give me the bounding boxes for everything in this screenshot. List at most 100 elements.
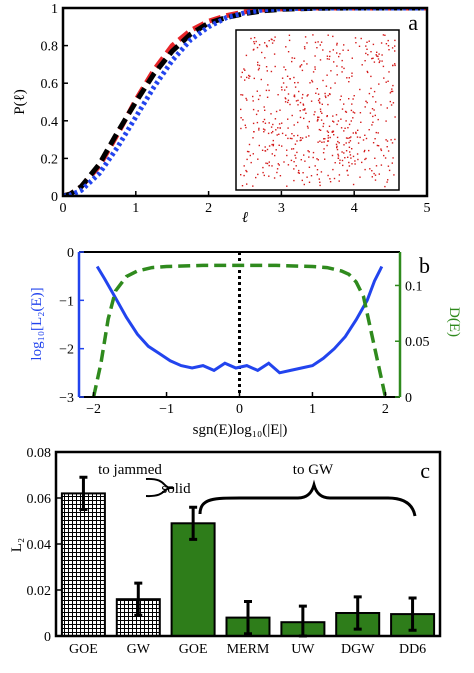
inset-dot xyxy=(265,89,268,92)
inset-dot xyxy=(348,98,350,100)
inset-dot xyxy=(348,141,350,144)
inset-dot xyxy=(328,93,331,95)
inset-dot xyxy=(332,49,334,51)
inset-dot xyxy=(384,185,386,188)
inset-dot xyxy=(368,92,371,95)
inset-dot xyxy=(268,175,270,177)
inset-dot xyxy=(240,117,242,119)
inset-dot xyxy=(333,121,335,123)
inset-dot xyxy=(391,88,393,90)
inset-dot xyxy=(250,37,252,40)
inset-dot xyxy=(303,117,305,120)
inset-dot xyxy=(243,68,245,70)
inset-dot xyxy=(293,179,295,182)
inset-dot xyxy=(353,95,355,97)
inset-dot xyxy=(319,44,321,46)
panel-a-ytick: 0.2 xyxy=(41,152,59,167)
inset-dot xyxy=(320,41,323,43)
inset-dot xyxy=(346,77,348,79)
inset-dot xyxy=(278,164,280,166)
inset-dot xyxy=(384,157,387,159)
inset-dot xyxy=(327,34,329,36)
inset-dot xyxy=(348,146,351,148)
inset-dot xyxy=(257,98,260,101)
inset-dot xyxy=(326,130,329,132)
inset-dot xyxy=(325,85,328,87)
inset-dot xyxy=(372,96,374,98)
inset-dot xyxy=(252,137,254,139)
inset-dot xyxy=(349,140,352,142)
inset-dot xyxy=(260,78,262,81)
inset-dot xyxy=(377,58,380,60)
inset-dot xyxy=(329,50,331,53)
inset-dot xyxy=(348,77,350,79)
annotation-to-gw: to GW xyxy=(293,462,334,478)
inset-dot xyxy=(263,131,265,133)
inset-dot xyxy=(378,83,380,85)
category-label: GW xyxy=(127,642,151,657)
inset-dot xyxy=(353,112,356,114)
inset-dot xyxy=(374,157,376,159)
inset-dot xyxy=(357,142,360,144)
inset-dot xyxy=(294,86,297,88)
inset-dot xyxy=(394,63,396,65)
inset-dot xyxy=(350,109,353,112)
inset-dot xyxy=(323,141,325,143)
inset-dot xyxy=(299,116,302,119)
inset-dot xyxy=(257,61,259,64)
inset-dot xyxy=(271,143,273,146)
inset-dot xyxy=(344,127,346,129)
inset-dot xyxy=(372,57,374,59)
inset-dot xyxy=(316,158,318,160)
inset-dot xyxy=(332,120,334,122)
inset-dot xyxy=(334,162,336,164)
inset-dot xyxy=(299,101,302,104)
error-bar-6 xyxy=(408,596,417,632)
panel-b-curves xyxy=(91,252,388,397)
inset-dot xyxy=(336,65,338,67)
inset-dot xyxy=(380,149,383,152)
inset-dot xyxy=(364,149,366,152)
inset-dot xyxy=(342,164,344,167)
category-label: UW xyxy=(291,642,315,657)
inset-dot xyxy=(347,174,349,176)
inset-dot xyxy=(314,165,316,167)
inset-dot xyxy=(374,114,376,117)
inset-dot xyxy=(240,127,242,130)
inset-dot xyxy=(246,158,248,161)
inset-dot xyxy=(248,143,251,146)
inset-dot xyxy=(304,108,306,110)
inset-dot xyxy=(301,97,303,99)
inset-dot xyxy=(283,161,285,163)
inset-dot xyxy=(327,174,329,177)
inset-dot xyxy=(252,95,254,98)
inset-dot xyxy=(262,128,265,130)
inset-dot xyxy=(297,99,299,102)
inset-dot xyxy=(322,79,324,82)
panel-b-ytick-right: 0.1 xyxy=(405,279,423,294)
inset-dot xyxy=(258,127,260,130)
inset-dot xyxy=(336,148,339,151)
inset-dot xyxy=(268,145,271,147)
inset-dot xyxy=(310,175,313,177)
inset-dot xyxy=(374,138,376,140)
inset-dot xyxy=(366,48,368,50)
inset-dot xyxy=(385,81,387,83)
inset-dot xyxy=(257,69,260,71)
inset-dot xyxy=(388,169,391,172)
panel-a-ytick: 0.6 xyxy=(41,77,59,92)
inset-dot xyxy=(364,60,366,62)
inset-dot xyxy=(253,37,256,39)
panel-b-xtick: 2 xyxy=(382,402,389,417)
inset-dot xyxy=(312,151,315,154)
inset-dot xyxy=(264,42,266,44)
inset-dot xyxy=(305,112,307,114)
inset-dot xyxy=(252,153,254,155)
panel-a-xtick: 4 xyxy=(351,201,358,216)
inset-dot xyxy=(257,64,259,66)
inset-dot xyxy=(326,74,328,76)
inset-dot xyxy=(280,86,283,88)
inset-dot xyxy=(322,122,325,125)
inset-dot xyxy=(299,139,301,142)
inset-dot xyxy=(308,181,311,183)
